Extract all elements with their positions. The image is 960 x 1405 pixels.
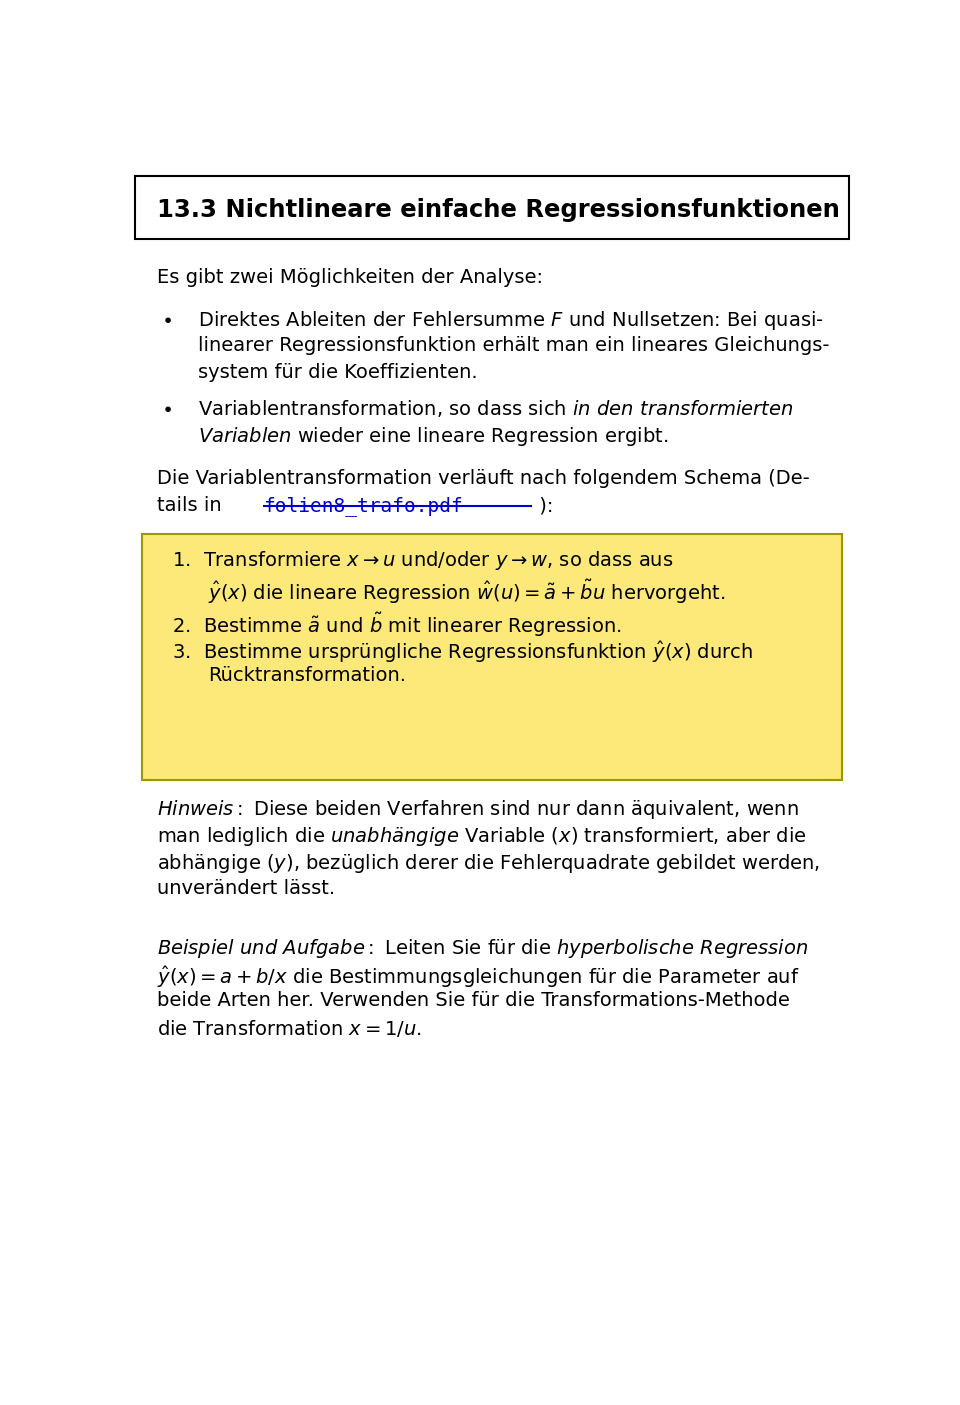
Text: $\it{Variablen}$ wieder eine lineare Regression ergibt.: $\it{Variablen}$ wieder eine lineare Reg… [198,424,668,448]
Text: man lediglich die $\it{unabhängige}$ Variable $(x)$ transformiert, aber die: man lediglich die $\it{unabhängige}$ Var… [157,825,806,849]
Text: $\hat{y}(x)$ die lineare Regression $\hat{w}(u) = \tilde{a}+\tilde{b}u$ hervorge: $\hat{y}(x)$ die lineare Regression $\ha… [207,577,725,606]
Text: Rücktransformation.: Rücktransformation. [207,666,406,686]
Text: Direktes Ableiten der Fehlersumme $F$ und Nullsetzen: Bei quasi-: Direktes Ableiten der Fehlersumme $F$ un… [198,309,824,332]
Text: linearer Regressionsfunktion erhält man ein lineares Gleichungs-: linearer Regressionsfunktion erhält man … [198,336,829,355]
Text: Die Variablentransformation verläuft nach folgendem Schema (De-: Die Variablentransformation verläuft nac… [157,469,810,489]
Text: 2.  Bestimme $\tilde{a}$ und $\tilde{b}$ mit linearer Regression.: 2. Bestimme $\tilde{a}$ und $\tilde{b}$ … [172,611,622,639]
Text: beide Arten her. Verwenden Sie für die Transformations-Methode: beide Arten her. Verwenden Sie für die T… [157,991,790,1010]
Text: abhängige $(y)$, bezüglich derer die Fehlerquadrate gebildet werden,: abhängige $(y)$, bezüglich derer die Feh… [157,853,821,875]
Text: $\it{Beispiel\ und\ Aufgabe:}$ Leiten Sie für die $\it{hyperbolische\ Regression: $\it{Beispiel\ und\ Aufgabe:}$ Leiten Si… [157,937,808,960]
Text: Variablentransformation, so dass sich $\it{in\ den\ transformierten}$: Variablentransformation, so dass sich $\… [198,398,794,419]
Text: $\bullet$: $\bullet$ [161,309,172,329]
FancyBboxPatch shape [134,176,849,239]
Text: tails in: tails in [157,496,228,516]
Text: $\hat{y}(x) = a+b/x$ die Bestimmungsgleichungen für die Parameter auf: $\hat{y}(x) = a+b/x$ die Bestimmungsglei… [157,964,800,989]
Text: Es gibt zwei Möglichkeiten der Analyse:: Es gibt zwei Möglichkeiten der Analyse: [157,268,543,287]
FancyBboxPatch shape [142,534,842,780]
Text: $\it{Hinweis:}$ Diese beiden Verfahren sind nur dann äquivalent, wenn: $\it{Hinweis:}$ Diese beiden Verfahren s… [157,798,799,822]
Text: system für die Koeffizienten.: system für die Koeffizienten. [198,364,478,382]
Text: 13.3 Nichtlineare einfache Regressionsfunktionen: 13.3 Nichtlineare einfache Regressionsfu… [157,198,840,222]
Text: $\bullet$: $\bullet$ [161,398,172,417]
Text: ):: ): [533,496,553,516]
Text: folien8_trafo.pdf: folien8_trafo.pdf [264,496,464,517]
Text: unverändert lässt.: unverändert lässt. [157,880,335,898]
Text: 3.  Bestimme ursprüngliche Regressionsfunktion $\hat{y}(x)$ durch: 3. Bestimme ursprüngliche Regressionsfun… [172,639,754,665]
Text: die Transformation $x = 1/u$.: die Transformation $x = 1/u$. [157,1017,421,1038]
Text: 1.  Transformiere $x \rightarrow u$ und/oder $y \rightarrow w$, so dass aus: 1. Transformiere $x \rightarrow u$ und/o… [172,549,674,572]
